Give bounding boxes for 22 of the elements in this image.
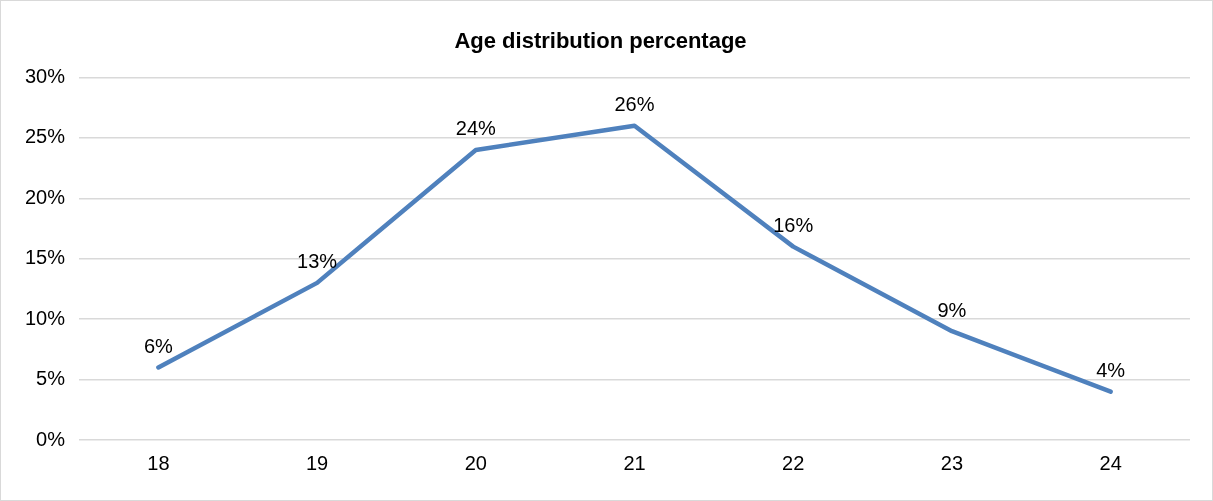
data-label: 9% xyxy=(937,298,967,321)
x-tick-label: 20 xyxy=(464,451,487,474)
y-tick-label: 10% xyxy=(25,306,66,329)
y-tick-label: 5% xyxy=(36,367,66,390)
y-tick-label: 30% xyxy=(25,64,66,87)
x-tick-label: 24 xyxy=(1099,451,1122,474)
data-label: 26% xyxy=(614,93,655,116)
x-tick-label: 19 xyxy=(305,451,329,474)
y-tick-label: 15% xyxy=(25,246,66,269)
data-label: 16% xyxy=(773,214,814,237)
y-tick-label: 0% xyxy=(36,427,66,450)
x-tick-label: 18 xyxy=(147,451,170,474)
chart-title: Age distribution percentage xyxy=(454,28,747,54)
data-label: 6% xyxy=(143,335,174,357)
x-tick-label: 23 xyxy=(940,451,964,474)
y-tick-label: 25% xyxy=(25,125,66,148)
y-tick-label: 20% xyxy=(25,185,66,208)
data-label: 13% xyxy=(297,250,338,273)
x-tick-label: 21 xyxy=(623,451,646,474)
data-label: 24% xyxy=(455,117,497,140)
x-tick-label: 22 xyxy=(782,451,805,474)
data-label: 4% xyxy=(1096,359,1126,382)
